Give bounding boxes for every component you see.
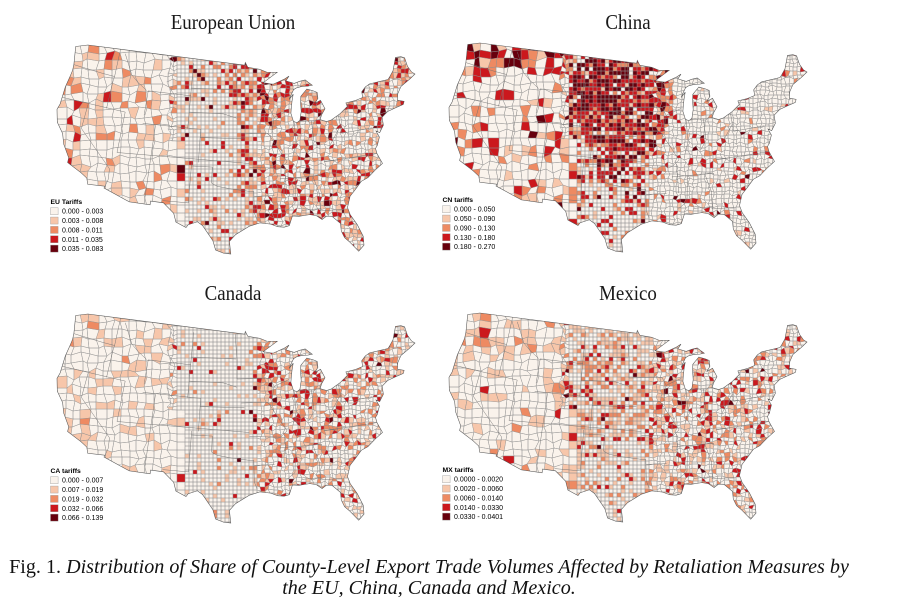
svg-text:0.007 - 0.019: 0.007 - 0.019 [62, 487, 103, 494]
svg-text:0.003 - 0.008: 0.003 - 0.008 [62, 218, 103, 225]
svg-text:0.032 - 0.066: 0.032 - 0.066 [62, 506, 103, 513]
svg-text:0.050 - 0.090: 0.050 - 0.090 [454, 216, 495, 223]
svg-text:0.0060 - 0.0140: 0.0060 - 0.0140 [454, 495, 503, 502]
svg-text:0.0140 - 0.0330: 0.0140 - 0.0330 [454, 505, 503, 512]
svg-text:0.066 - 0.139: 0.066 - 0.139 [62, 515, 103, 522]
svg-text:0.0330 - 0.0401: 0.0330 - 0.0401 [454, 514, 503, 521]
svg-text:0.008 - 0.011: 0.008 - 0.011 [62, 227, 103, 234]
svg-text:0.000 - 0.007: 0.000 - 0.007 [62, 478, 103, 485]
svg-text:0.0000 - 0.0020: 0.0000 - 0.0020 [454, 477, 503, 484]
svg-text:0.035 - 0.083: 0.035 - 0.083 [62, 246, 103, 253]
svg-text:0.090 - 0.130: 0.090 - 0.130 [454, 225, 495, 232]
svg-text:MX tariffs: MX tariffs [443, 467, 474, 474]
svg-text:0.0020 - 0.0060: 0.0020 - 0.0060 [454, 486, 503, 493]
svg-text:0.011 - 0.035: 0.011 - 0.035 [62, 237, 103, 244]
svg-text:0.180 - 0.270: 0.180 - 0.270 [454, 244, 495, 251]
svg-text:EU Tariffs: EU Tariffs [51, 199, 83, 206]
svg-text:0.019 - 0.032: 0.019 - 0.032 [62, 496, 103, 503]
svg-text:0.130 - 0.180: 0.130 - 0.180 [454, 235, 495, 242]
svg-text:CA tariffs: CA tariffs [51, 468, 82, 475]
svg-text:CN tariffs: CN tariffs [443, 197, 474, 204]
svg-text:0.000 - 0.050: 0.000 - 0.050 [454, 207, 495, 214]
svg-text:0.000 - 0.003: 0.000 - 0.003 [62, 209, 103, 216]
